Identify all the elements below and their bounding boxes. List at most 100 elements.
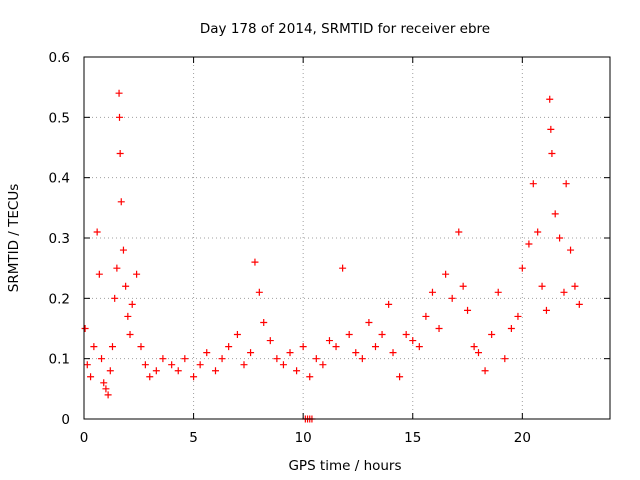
data-point xyxy=(475,349,482,357)
data-point xyxy=(371,343,379,351)
data-point xyxy=(159,355,167,363)
data-point xyxy=(518,264,526,272)
data-point xyxy=(116,150,124,158)
ticks: 0 5 10 15 20 0 0.1 0.2 0.3 0.4 0.5 0.6 xyxy=(49,50,610,446)
data-point xyxy=(203,349,211,357)
data-point xyxy=(312,355,320,363)
data-point xyxy=(365,318,373,326)
data-point xyxy=(378,331,386,339)
data-point xyxy=(225,343,233,351)
data-point xyxy=(459,282,467,290)
data-point xyxy=(124,312,132,320)
y-axis-label: SRMTID / TECUs xyxy=(6,184,22,292)
data-point xyxy=(251,258,259,266)
data-point xyxy=(547,125,555,133)
data-point xyxy=(546,95,554,103)
data-point xyxy=(435,325,443,332)
data-point xyxy=(455,228,463,236)
data-point xyxy=(428,288,436,296)
data-point xyxy=(525,240,533,248)
data-point xyxy=(100,379,108,387)
data-point xyxy=(255,288,263,296)
data-point xyxy=(122,282,130,290)
data-point xyxy=(488,331,496,339)
data-point xyxy=(117,198,125,206)
data-point xyxy=(273,355,281,363)
y-tick-label: 0 xyxy=(61,412,70,428)
data-point xyxy=(548,150,556,158)
data-point xyxy=(212,367,219,375)
data-point xyxy=(299,343,307,351)
data-point xyxy=(481,367,489,375)
data-point xyxy=(126,331,134,339)
data-point xyxy=(542,306,550,314)
data-point xyxy=(529,180,537,188)
data-point xyxy=(286,349,294,357)
data-point xyxy=(93,228,101,236)
y-tick-label: 0.3 xyxy=(49,231,70,247)
data-point xyxy=(575,300,583,308)
data-point xyxy=(339,264,347,272)
data-point xyxy=(146,373,154,381)
data-point xyxy=(83,361,91,369)
data-point xyxy=(514,312,522,320)
data-point xyxy=(174,367,182,375)
data-point xyxy=(240,361,248,369)
data-point xyxy=(389,349,397,357)
data-point xyxy=(402,331,410,339)
data-point xyxy=(501,355,509,363)
data-point xyxy=(409,337,417,345)
x-tick-label: 0 xyxy=(80,430,89,446)
data-point xyxy=(345,331,353,339)
data-point xyxy=(218,355,226,363)
data-point xyxy=(119,246,127,254)
data-point xyxy=(128,300,136,308)
grid xyxy=(84,57,610,419)
data-point xyxy=(358,355,366,363)
data-point xyxy=(247,349,255,357)
y-tick-label: 0.1 xyxy=(49,352,70,368)
data-point xyxy=(538,282,546,290)
data-point xyxy=(494,288,502,296)
x-tick-label: 20 xyxy=(514,430,531,446)
data-point xyxy=(108,343,116,351)
data-point xyxy=(116,113,124,121)
data-point xyxy=(293,367,301,375)
data-point xyxy=(332,343,340,351)
data-point xyxy=(448,294,456,302)
x-tick-label: 15 xyxy=(404,430,421,446)
data-point xyxy=(464,306,472,314)
data-point xyxy=(141,361,149,369)
data-point xyxy=(470,343,478,351)
data-point xyxy=(319,361,327,369)
data-point xyxy=(260,318,268,326)
data-point xyxy=(306,373,314,381)
y-tick-label: 0.2 xyxy=(49,291,70,307)
data-point xyxy=(115,89,123,97)
data-point xyxy=(98,355,106,363)
data-point xyxy=(422,312,430,320)
data-point xyxy=(133,270,141,278)
data-point xyxy=(233,331,241,339)
data-point xyxy=(279,361,287,369)
data-point xyxy=(137,343,145,351)
y-tick-label: 0.6 xyxy=(49,50,70,66)
data-point xyxy=(95,270,103,278)
data-point xyxy=(571,282,579,290)
data-point xyxy=(111,294,119,302)
x-tick-label: 5 xyxy=(189,430,198,446)
data-point xyxy=(567,246,575,254)
x-tick-label: 10 xyxy=(295,430,312,446)
data-point xyxy=(102,385,110,393)
data-point xyxy=(325,337,333,345)
data-point xyxy=(442,270,450,278)
data-point xyxy=(560,288,568,296)
data-point xyxy=(266,337,274,345)
data-point xyxy=(415,343,423,351)
data-point xyxy=(152,367,160,375)
data-point xyxy=(104,391,112,399)
data-point xyxy=(106,367,114,375)
data-point xyxy=(562,180,570,188)
data-point xyxy=(196,361,204,369)
